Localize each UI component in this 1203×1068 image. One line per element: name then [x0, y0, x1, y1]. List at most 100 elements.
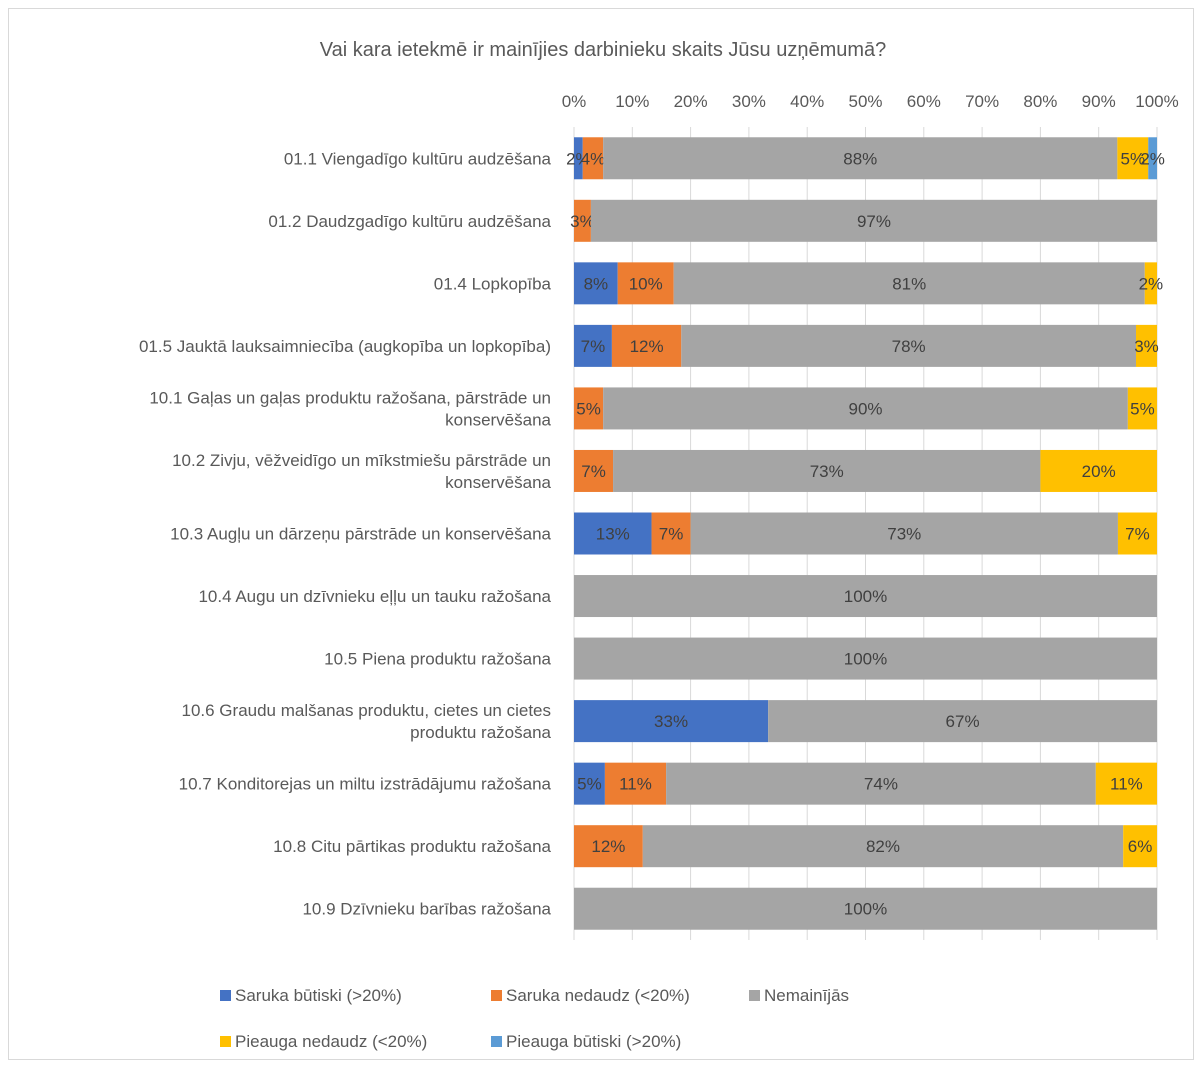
data-label: 4%: [581, 149, 606, 168]
bar-segment: [642, 825, 1124, 868]
bar-segment: [574, 512, 652, 555]
data-label: 5%: [1121, 149, 1146, 168]
data-label: 10%: [629, 274, 663, 293]
data-label: 82%: [866, 837, 900, 856]
legend-label: Pieauga nedaudz (<20%): [235, 1032, 427, 1051]
bar-segment: [1127, 387, 1157, 430]
data-label: 97%: [857, 212, 891, 231]
bar-segment: [681, 324, 1137, 367]
category-label: produktu ražošana: [410, 723, 551, 742]
x-tick-label: 100%: [1135, 92, 1178, 111]
bar-segment: [1095, 762, 1157, 805]
category-label: 10.6 Graudu malšanas produktu, cietes un…: [182, 701, 552, 720]
data-label: 3%: [570, 212, 595, 231]
data-label: 81%: [892, 274, 926, 293]
bar-segment: [673, 262, 1145, 305]
bar-segment: [574, 137, 583, 180]
data-label: 13%: [596, 525, 630, 544]
x-tick-label: 0%: [562, 92, 587, 111]
bar-segment: [603, 137, 1118, 180]
bar-segment: [613, 449, 1041, 492]
x-tick-label: 50%: [848, 92, 882, 111]
data-label: 5%: [577, 775, 602, 794]
data-label: 100%: [844, 650, 887, 669]
bar-segment: [574, 199, 591, 242]
data-label: 33%: [654, 712, 688, 731]
x-axis-ticks: 0% 10% 20% 30% 40% 50% 60% 70% 80% 90% 100%: [562, 92, 1179, 111]
legend-label: Saruka būtiski (>20%): [235, 986, 402, 1005]
category-label: 01.5 Jauktā lauksaimniecība (augkopība u…: [139, 337, 551, 356]
legend-swatch: [491, 1036, 502, 1047]
bar-segment: [574, 575, 1157, 618]
bar-segment: [574, 449, 614, 492]
data-label: 100%: [844, 587, 887, 606]
bar-segment: [574, 762, 605, 805]
category-labels: 01.1 Viengadīgo kultūru audzēšana 01.2 Da…: [139, 149, 552, 918]
data-label: 11%: [619, 775, 652, 794]
bar-segment: [574, 387, 604, 430]
data-label: 7%: [581, 462, 606, 481]
bar-segment: [1148, 137, 1157, 180]
bar-segment: [574, 887, 1157, 930]
bar-segment: [1136, 324, 1157, 367]
data-label: 2%: [1140, 149, 1165, 168]
data-label: 5%: [576, 399, 601, 418]
category-label: 01.1 Viengadīgo kultūru audzēšana: [284, 149, 552, 168]
bar-segment: [651, 512, 691, 555]
legend-label: Saruka nedaudz (<20%): [506, 986, 690, 1005]
bar-segment: [603, 387, 1128, 430]
chart-title: Vai kara ietekmē ir mainījies darbinieku…: [320, 39, 887, 61]
bars: 2%4% 88% 5%2%3% 97%8% 10% 81% 2%7% 12% 78% 3%5% 90…: [566, 137, 1165, 930]
data-label: 7%: [1125, 525, 1150, 544]
x-tick-label: 60%: [907, 92, 941, 111]
category-label: 10.9 Dzīvnieku barības ražošana: [302, 900, 551, 919]
x-tick-label: 90%: [1082, 92, 1116, 111]
data-label: 78%: [892, 337, 926, 356]
x-tick-label: 70%: [965, 92, 999, 111]
bar-segment: [690, 512, 1118, 555]
bar-segment: [574, 700, 769, 743]
bar-segment: [1040, 449, 1157, 492]
data-label: 7%: [659, 525, 684, 544]
data-label: 2%: [1139, 274, 1164, 293]
data-label: 90%: [848, 399, 882, 418]
x-tick-label: 80%: [1023, 92, 1057, 111]
category-label: 10.5 Piena produktu ražošana: [324, 650, 551, 669]
legend-label: Nemainījās: [764, 986, 849, 1005]
legend-label: Pieauga būtiski (>20%): [506, 1032, 681, 1051]
bar-segment: [666, 762, 1096, 805]
x-tick-label: 40%: [790, 92, 824, 111]
category-label: 10.8 Citu pārtikas produktu ražošana: [273, 837, 551, 856]
bar-segment: [611, 324, 682, 367]
x-tick-label: 20%: [674, 92, 708, 111]
bar-segment: [582, 137, 604, 180]
data-label: 6%: [1128, 837, 1153, 856]
bar-segment: [574, 825, 643, 868]
category-label: 10.4 Augu un dzīvnieku eļļu un tauku raž…: [198, 587, 551, 606]
data-label: 100%: [844, 900, 887, 919]
bar-segment: [1123, 825, 1157, 868]
x-tick-label: 30%: [732, 92, 766, 111]
category-label: 10.1 Gaļas un gaļas produktu ražošana, p…: [149, 388, 551, 407]
category-label: 01.2 Daudzgadīgo kultūru audzēšana: [268, 212, 551, 231]
data-label: 73%: [887, 525, 921, 544]
bar-segment: [604, 762, 667, 805]
bar-segment: [768, 700, 1157, 743]
bar-segment: [574, 262, 618, 305]
bar-segment: [574, 324, 612, 367]
category-label: 01.4 Lopkopība: [434, 274, 552, 293]
data-label: 67%: [946, 712, 980, 731]
x-tick-label: 10%: [615, 92, 649, 111]
data-label: 8%: [584, 274, 609, 293]
bar-segment: [574, 637, 1157, 680]
legend: Saruka būtiski (>20%) Saruka nedaudz (<20…: [220, 986, 849, 1051]
data-label: 12%: [591, 837, 625, 856]
data-label: 3%: [1134, 337, 1159, 356]
legend-swatch: [749, 990, 760, 1001]
data-label: 74%: [864, 775, 898, 794]
category-label: konservēšana: [445, 473, 551, 492]
category-label: 10.3 Augļu un dārzeņu pārstrāde un konse…: [170, 525, 551, 544]
data-label: 11%: [1110, 775, 1143, 794]
data-label: 73%: [810, 462, 844, 481]
